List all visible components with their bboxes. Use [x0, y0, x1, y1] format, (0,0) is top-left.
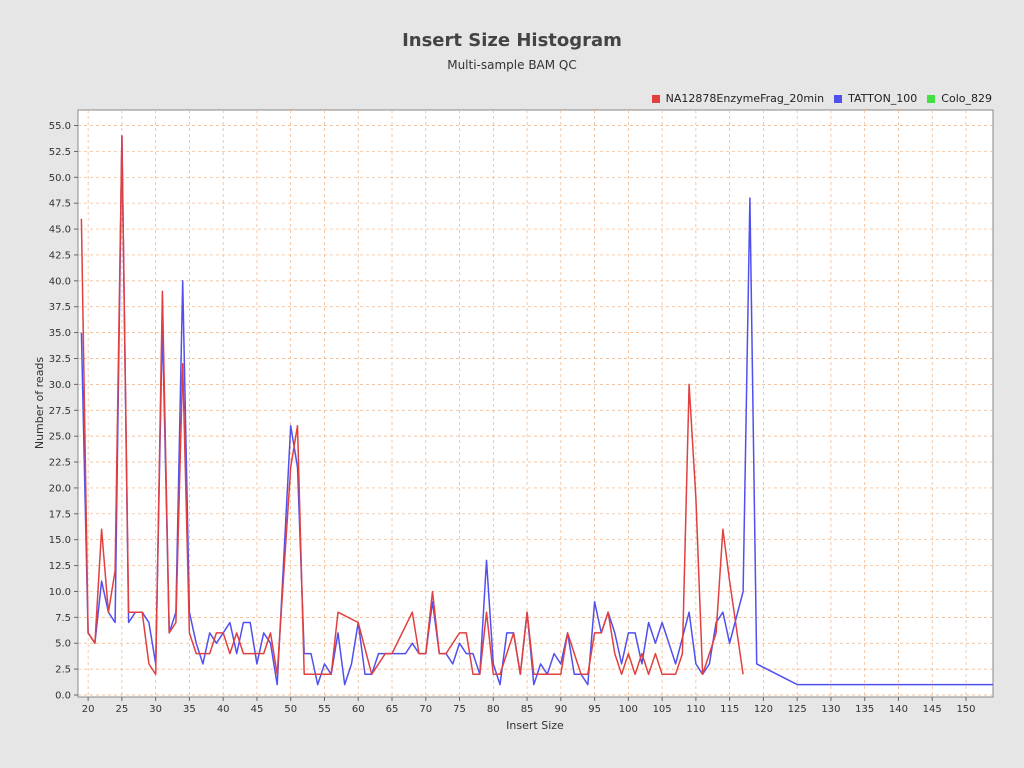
x-tick-label: 40: [217, 704, 230, 715]
y-tick-label: 12.5: [49, 561, 71, 572]
x-tick-label: 95: [588, 704, 601, 715]
legend-swatch-na12878: [651, 94, 660, 103]
x-tick-label: 50: [284, 704, 297, 715]
x-tick-label: 85: [521, 704, 534, 715]
x-tick-label: 55: [318, 704, 331, 715]
y-tick-label: 40.0: [49, 276, 71, 287]
x-tick-label: 120: [754, 704, 773, 715]
y-tick-label: 27.5: [49, 406, 71, 417]
x-tick-label: 70: [419, 704, 432, 715]
y-tick-label: 17.5: [49, 509, 71, 520]
x-tick-label: 35: [183, 704, 196, 715]
y-tick-label: 25.0: [49, 432, 71, 443]
axis-layer: 20 25 30 35 40 45 50 55 60 65 70 75 80 85 90 95 100 105 11…: [49, 121, 976, 715]
legend-label-tatton: TATTON_100: [848, 92, 918, 105]
y-tick-label: 7.5: [55, 613, 71, 624]
x-tick-label: 90: [554, 704, 567, 715]
x-tick-label: 135: [855, 704, 874, 715]
legend-swatch-tatton: [834, 94, 843, 103]
y-tick-label: 0.0: [55, 691, 71, 702]
x-axis-title: Insert Size: [506, 719, 564, 732]
y-tick-label: 22.5: [49, 458, 71, 469]
x-tick-label: 45: [251, 704, 264, 715]
y-tick-label: 50.0: [49, 173, 71, 184]
x-tick-label: 75: [453, 704, 466, 715]
legend-item-colo829: Colo_829: [927, 92, 992, 105]
grid-layer: [78, 110, 993, 697]
x-tick-label: 110: [686, 704, 705, 715]
plot-area: [77, 109, 994, 698]
y-tick-label: 37.5: [49, 302, 71, 313]
legend: NA12878EnzymeFrag_20min TATTON_100 Colo_…: [651, 92, 992, 105]
y-tick-label: 2.5: [55, 665, 71, 676]
x-tick-label: 115: [720, 704, 739, 715]
x-tick-label: 30: [149, 704, 162, 715]
y-tick-label: 42.5: [49, 250, 71, 261]
x-tick-label: 20: [82, 704, 95, 715]
y-tick-label: 52.5: [49, 147, 71, 158]
x-tick-label: 130: [821, 704, 840, 715]
y-tick-label: 45.0: [49, 225, 71, 236]
series-layer: [80, 135, 993, 686]
x-tick-label: 140: [889, 704, 908, 715]
legend-label-colo829: Colo_829: [941, 92, 992, 105]
y-tick-label: 20.0: [49, 483, 71, 494]
y-tick-label: 35.0: [49, 328, 71, 339]
legend-label-na12878: NA12878EnzymeFrag_20min: [665, 92, 825, 105]
y-tick-label: 10.0: [49, 587, 71, 598]
chart-subtitle: Multi-sample BAM QC: [447, 58, 577, 72]
x-tick-label: 25: [116, 704, 129, 715]
x-tick-label: 125: [788, 704, 807, 715]
y-tick-label: 55.0: [49, 121, 71, 132]
y-axis-title: Number of reads: [33, 357, 46, 450]
series-line-na12878enzymefrag-20min: [80, 135, 744, 676]
x-tick-label: 145: [923, 704, 942, 715]
y-tick-label: 30.0: [49, 380, 71, 391]
y-tick-label: 32.5: [49, 354, 71, 365]
legend-swatch-colo829: [927, 94, 936, 103]
x-tick-label: 150: [956, 704, 975, 715]
chart-title: Insert Size Histogram: [402, 30, 622, 51]
y-tick-label: 15.0: [49, 535, 71, 546]
legend-item-tatton: TATTON_100: [834, 92, 917, 105]
x-tick-label: 105: [653, 704, 672, 715]
x-tick-label: 65: [386, 704, 399, 715]
x-tick-label: 60: [352, 704, 365, 715]
y-tick-label: 47.5: [49, 199, 71, 210]
x-tick-label: 100: [619, 704, 638, 715]
legend-item-na12878: NA12878EnzymeFrag_20min: [651, 92, 825, 105]
x-tick-label: 80: [487, 704, 500, 715]
y-tick-label: 5.0: [55, 639, 71, 650]
